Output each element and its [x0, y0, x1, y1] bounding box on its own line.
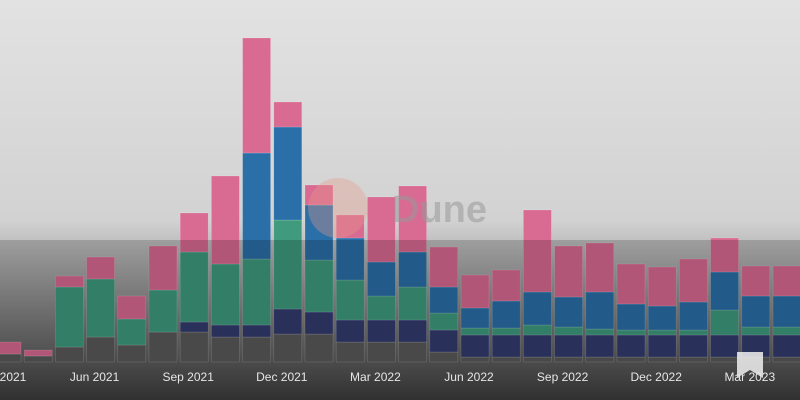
x-tick-label: Jun 2022: [444, 370, 494, 384]
bar-segment: [211, 336, 240, 363]
bar-segment: [772, 265, 800, 297]
bar-segment: [304, 204, 334, 261]
bar-segment: [86, 336, 115, 363]
bar-segment: [398, 185, 427, 253]
bar-segment: [585, 291, 615, 330]
bar-segment: [148, 245, 178, 291]
bar-segment: [741, 295, 771, 328]
bar-segment: [273, 308, 303, 335]
bar-segment: [647, 266, 677, 307]
x-tick-label: Mar 2022: [350, 370, 401, 384]
bar-segment: [367, 196, 396, 263]
bar-segment: [585, 242, 615, 293]
bar-segment: [367, 261, 396, 297]
bar-segment: [55, 275, 84, 288]
bar-segment: [741, 265, 771, 297]
bar-segment: [523, 291, 552, 326]
bar-segment: [179, 212, 209, 253]
bar-segment: [242, 258, 271, 326]
bar-segment: [616, 263, 646, 305]
bar-segment: [429, 246, 459, 288]
bar-segment: [0, 341, 22, 355]
x-tick-label: Mar 2023: [724, 370, 775, 384]
bar-segment: [273, 126, 303, 221]
bar-segment: [367, 295, 396, 321]
bar-segment: [304, 184, 334, 206]
bar-segment: [460, 274, 490, 309]
x-tick-label: Jun 2021: [70, 370, 120, 384]
bar-segment: [55, 286, 84, 348]
x-tick-label: Dec 2022: [631, 370, 683, 384]
bar-segment: [335, 279, 365, 321]
x-tick-label: Mar 2021: [0, 370, 27, 384]
bar-segment: [273, 101, 303, 128]
bar-segment: [86, 278, 115, 338]
bar-segment: [491, 300, 521, 329]
bar-segment: [710, 237, 739, 273]
bar-segment: [304, 259, 334, 313]
bar-segment: [554, 245, 583, 298]
x-tick-label: Sep 2021: [163, 370, 215, 384]
bar-segment: [211, 175, 240, 265]
bar-segment: [117, 295, 147, 320]
bar-segment: [398, 251, 427, 288]
bar-segment: [304, 333, 334, 363]
bar-segment: [710, 271, 739, 311]
bookmark-icon[interactable]: [737, 352, 763, 378]
watermark: Dune: [392, 189, 487, 231]
bar-segment: [523, 209, 552, 293]
bar-segment: [398, 286, 427, 321]
logo-mark: [308, 178, 368, 238]
bar-segment: [710, 309, 739, 336]
bar-segment: [86, 256, 115, 280]
bar-segment: [211, 263, 240, 326]
x-tick-label: Dec 2021: [256, 370, 308, 384]
bar-segment: [242, 37, 271, 154]
x-tick-label: Sep 2022: [537, 370, 589, 384]
bar-segment: [273, 333, 303, 363]
bar-segment: [647, 305, 677, 331]
bar-segment: [23, 349, 53, 357]
bar-segment: [429, 286, 459, 314]
bar-segment: [335, 214, 365, 239]
bar-segment: [554, 296, 583, 328]
bar-segment: [148, 289, 178, 333]
bar-segment: [679, 258, 708, 303]
overlay: [0, 240, 800, 400]
bar-segment: [242, 152, 271, 260]
bar-segment: [491, 269, 521, 302]
bar-segment: [179, 331, 209, 363]
